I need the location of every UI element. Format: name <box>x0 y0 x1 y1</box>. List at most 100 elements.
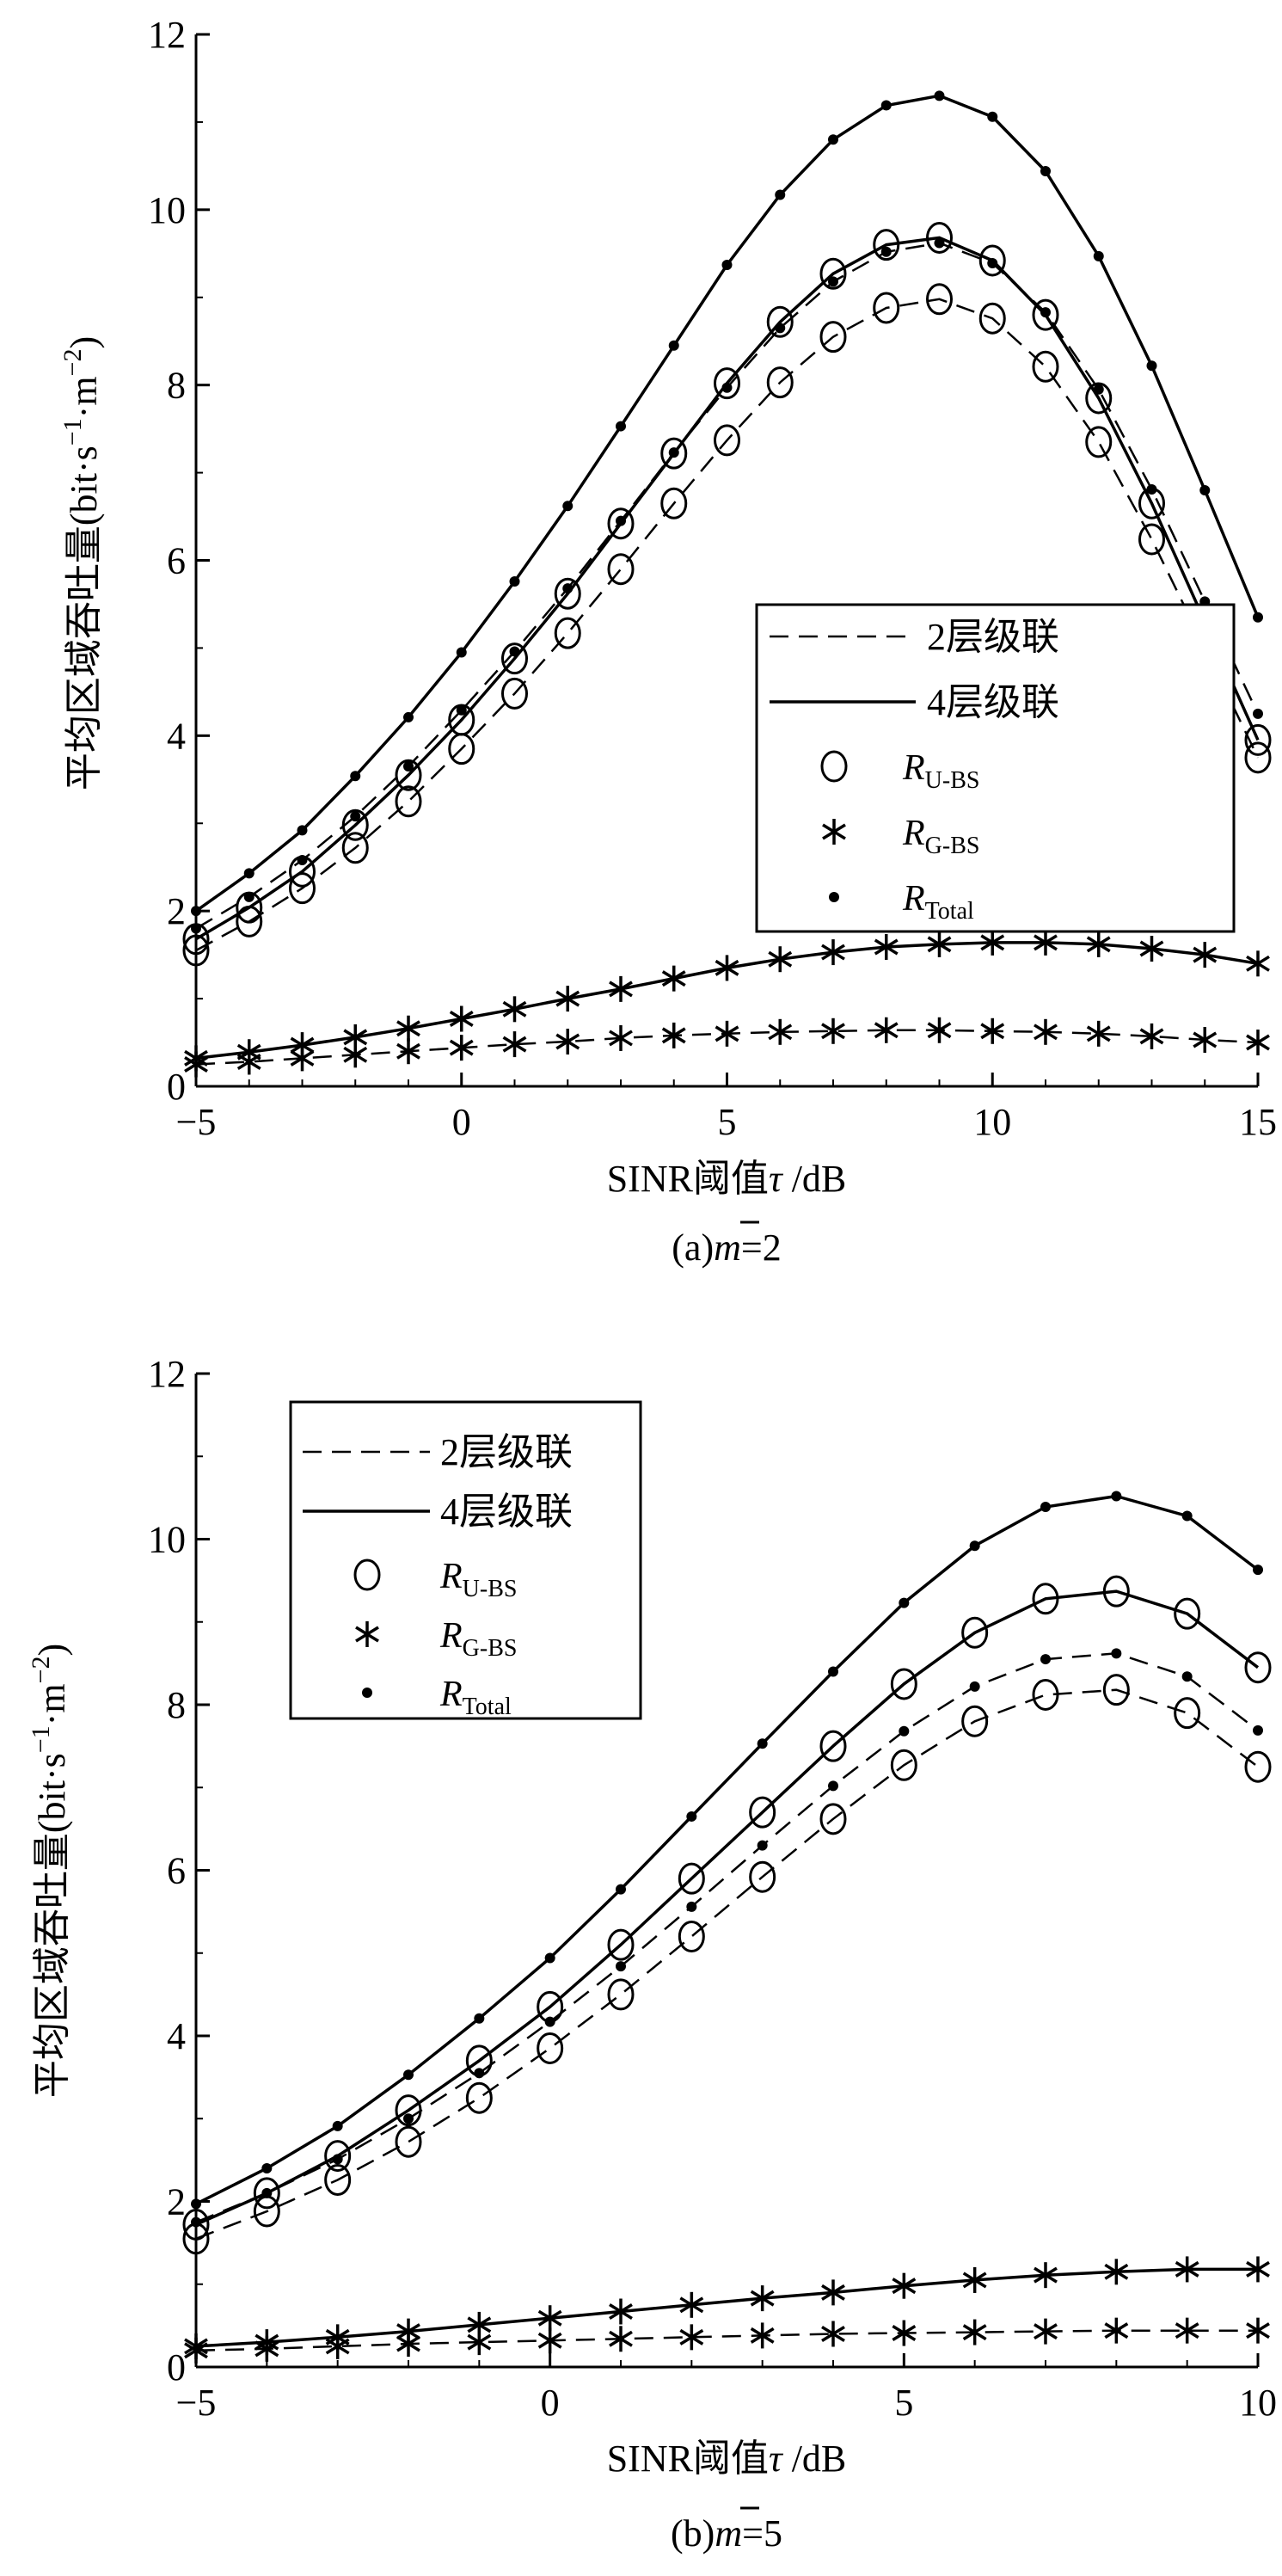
panel-b-point-2tier-total <box>1040 1654 1051 1665</box>
panel-a-point-4tier-g-bs <box>715 955 739 981</box>
panel-b-legend-frame <box>289 1400 642 1720</box>
panel-b-point-2tier-g-bs <box>750 2322 775 2349</box>
panel-a-point-2tier-u-bs <box>236 905 263 938</box>
panel-a-point-2tier-total <box>403 761 414 772</box>
panel-a-point-4tier-u-bs <box>501 642 528 675</box>
panel-a-point-4tier-u-bs <box>448 704 475 736</box>
panel-a-point-2tier-u-bs <box>714 424 740 457</box>
panel-b-point-4tier-g-bs <box>1175 2256 1199 2283</box>
panel-a-point-2tier-g-bs <box>609 1024 633 1051</box>
panel-b-point-2tier-g-bs <box>537 2327 562 2354</box>
panel-a-point-2tier-g-bs <box>927 1017 952 1043</box>
panel-a-x-tick-label: 10 <box>973 1101 1011 1143</box>
panel-a-point-2tier-u-bs <box>289 872 316 905</box>
panel-b-point-4tier-total <box>544 1952 555 1964</box>
panel-a-point-4tier-u-bs <box>395 759 422 791</box>
panel-b-point-2tier-u-bs <box>678 1921 705 1952</box>
panel-a-point-2tier-u-bs <box>395 785 422 818</box>
panel-a-point-4tier-total <box>880 100 892 111</box>
panel-b-series-line-2tier-g-bs <box>195 2329 1258 2352</box>
panel-b-point-4tier-u-bs <box>819 1730 847 1762</box>
panel-a-point-4tier-g-bs <box>927 931 952 957</box>
panel-b-point-4tier-g-bs <box>609 2298 633 2325</box>
panel-b-point-2tier-u-bs <box>890 1749 917 1781</box>
panel-b-point-4tier-total <box>828 1666 838 1677</box>
panel-b-legend-asterisk-marker <box>355 1621 379 1647</box>
panel-a-legend-label-4tier: 4层级联 <box>927 681 1059 723</box>
panel-b-point-2tier-u-bs <box>1102 1674 1130 1706</box>
panel-b-ylabel: 平均区域吞吐量(bit·s−1·m−2) <box>27 1644 73 2098</box>
panel-a-caption-symbol: m <box>714 1227 741 1269</box>
panel-a-point-2tier-g-bs <box>715 1020 739 1047</box>
panel-a-point-2tier-u-bs <box>1138 523 1165 556</box>
panel-a-point-2tier-total <box>828 276 838 287</box>
panel-a-point-2tier-u-bs <box>607 553 635 586</box>
panel-a-point-2tier-total <box>509 646 520 657</box>
panel-a-point-2tier-total <box>562 583 574 594</box>
panel-a-x-tick-label: 5 <box>718 1101 737 1143</box>
panel-b-point-4tier-g-bs <box>537 2305 562 2332</box>
panel-a-point-4tier-u-bs <box>660 437 688 470</box>
panel-a-point-2tier-u-bs <box>1085 426 1113 458</box>
panel-a-point-4tier-total <box>456 647 467 658</box>
panel-b-point-2tier-g-bs <box>1246 2317 1270 2344</box>
panel-a-point-4tier-g-bs <box>1246 950 1270 977</box>
panel-a-legend-frame <box>755 603 1236 933</box>
panel-a-point-2tier-u-bs <box>554 617 581 649</box>
panel-a-point-4tier-u-bs <box>289 855 316 888</box>
panel-a-point-4tier-u-bs <box>926 221 953 254</box>
panel-b-series-line-4tier-u-bs <box>195 1589 1260 2226</box>
panel-a-point-2tier-total <box>456 704 467 716</box>
panel-a-point-4tier-g-bs <box>184 1045 208 1072</box>
panel-a-point-2tier-total <box>668 447 679 458</box>
panel-a-x-tick-label: 15 <box>1239 1101 1277 1143</box>
panel-b-point-2tier-total <box>191 2216 201 2228</box>
panel-a-legend-label-gbs: RG-BS <box>902 814 979 859</box>
panel-b-point-2tier-u-bs <box>1032 1678 1059 1711</box>
panel-b-point-4tier-u-bs <box>537 1990 564 2023</box>
panel-b-point-4tier-u-bs <box>1244 1651 1272 1684</box>
panel-a-point-4tier-g-bs <box>343 1024 368 1050</box>
panel-a-point-2tier-g-bs <box>1139 1023 1164 1049</box>
panel-a-point-2tier-g-bs <box>555 1029 580 1055</box>
panel-a-point-2tier-total <box>1040 307 1051 318</box>
panel-a-legend-label-total: RTotal <box>902 879 974 925</box>
panel-b-point-2tier-total <box>899 1725 910 1737</box>
panel-a-point-2tier-g-bs <box>1034 1018 1058 1045</box>
panel-a-point-4tier-u-bs <box>554 577 581 610</box>
panel-b-point-4tier-u-bs <box>395 2094 422 2127</box>
panel-b-point-4tier-total <box>686 1811 697 1822</box>
panel-b-point-2tier-u-bs <box>324 2163 352 2196</box>
panel-b-series-line-4tier-g-bs <box>195 2267 1258 2348</box>
panel-b-point-4tier-g-bs <box>184 2333 208 2359</box>
panel-a-point-2tier-g-bs <box>1086 1020 1111 1047</box>
panel-b-point-2tier-total <box>332 2154 343 2165</box>
panel-a-point-4tier-u-bs <box>341 808 369 841</box>
panel-b-point-4tier-u-bs <box>1102 1575 1130 1608</box>
panel-a-point-2tier-g-bs <box>449 1035 474 1061</box>
panel-b-point-4tier-g-bs <box>1034 2262 1058 2289</box>
panel-a-point-2tier-u-bs <box>1244 741 1272 774</box>
panel-b-point-2tier-g-bs <box>1034 2318 1058 2345</box>
panel-b-point-2tier-total <box>1111 1648 1122 1659</box>
panel-b-point-4tier-u-bs <box>324 2140 352 2173</box>
panel-b-point-4tier-u-bs <box>1032 1583 1059 1615</box>
panel-a-point-4tier-g-bs <box>609 975 633 1002</box>
panel-a-point-2tier-g-bs <box>661 1022 686 1048</box>
panel-b-y-tick-label: 10 <box>148 1519 186 1561</box>
panel-a-point-4tier-total <box>668 340 679 351</box>
panel-a-point-2tier-g-bs <box>1246 1030 1270 1056</box>
panel-a-legend-circle-marker <box>820 750 848 783</box>
panel-a-point-4tier-g-bs <box>821 939 845 966</box>
panel-a-point-4tier-g-bs <box>236 1039 261 1066</box>
panel-b-point-2tier-g-bs <box>962 2319 987 2345</box>
panel-a-point-2tier-g-bs <box>821 1017 845 1044</box>
panel-a-point-2tier-g-bs <box>1193 1026 1218 1053</box>
panel-b-point-4tier-g-bs <box>821 2279 845 2306</box>
panel-a-point-2tier-g-bs <box>396 1038 420 1065</box>
panel-a-point-2tier-u-bs <box>873 292 900 324</box>
panel-b-x-tick-label: 0 <box>541 2382 560 2424</box>
panel-b-legend-dot-marker <box>362 1688 372 1698</box>
panel-a-point-4tier-total <box>297 825 308 836</box>
